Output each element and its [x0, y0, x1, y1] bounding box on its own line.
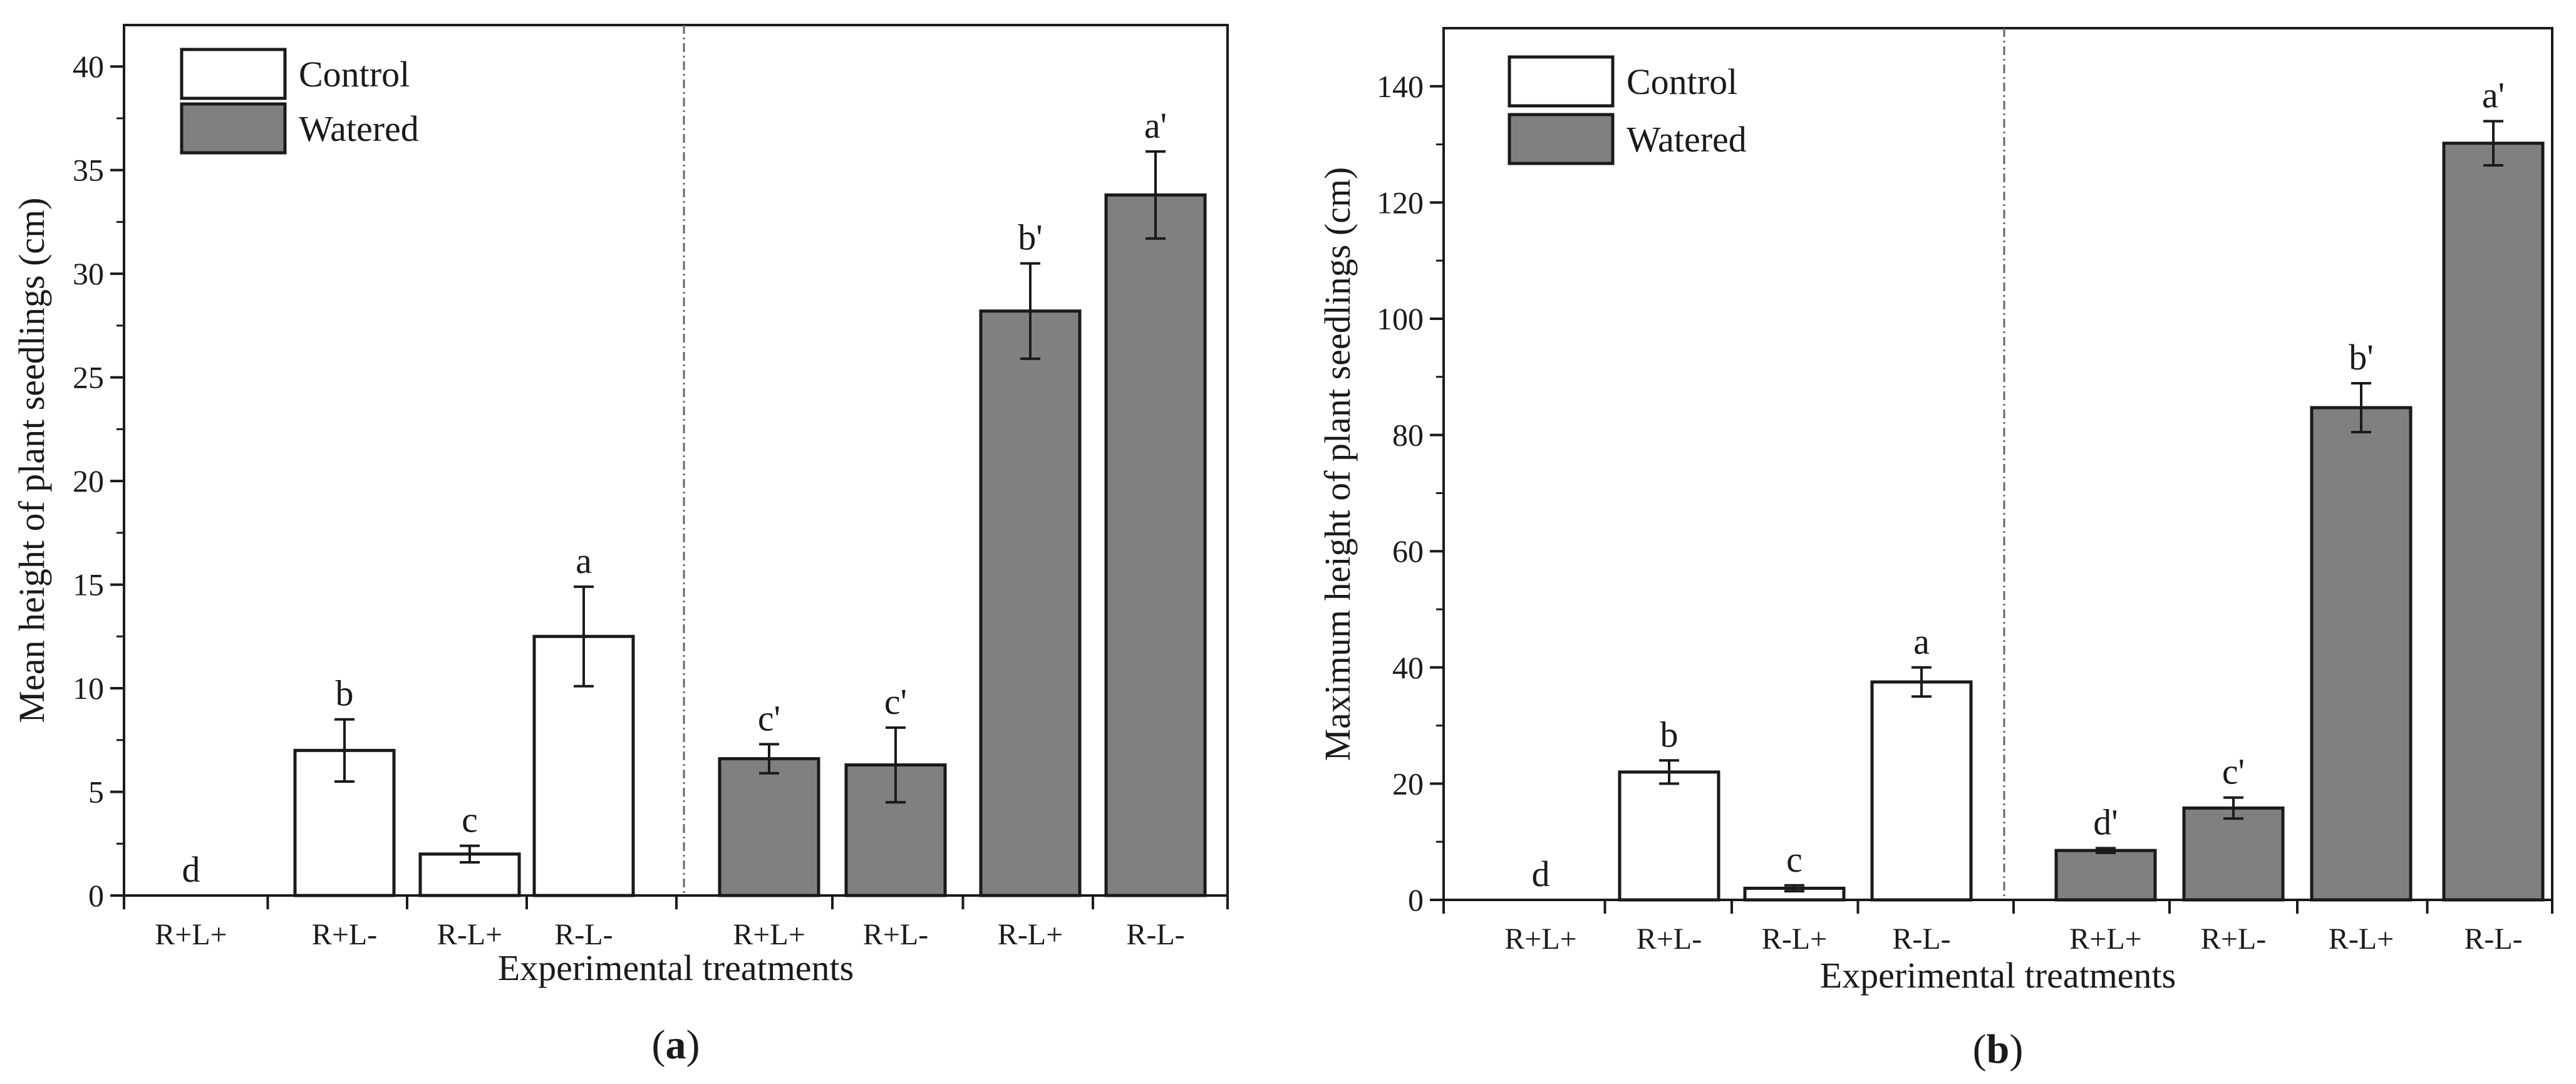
- x-axis-title: Experimental treatments: [1820, 955, 2176, 996]
- x-tick-label: R+L-: [312, 918, 377, 951]
- y-tick-label: 0: [88, 878, 104, 913]
- panel-a: 0 5 10 15 20 25 30 35 40 d R+L+ b R+L-c R-L+ a R-L-c' R+…: [11, 24, 1229, 1068]
- bar-watered-R-L+: [979, 309, 1082, 897]
- bar-control-R+L-: [1618, 770, 1720, 902]
- y-tick-label: 140: [1377, 69, 1424, 104]
- y-tick-label: 20: [1392, 766, 1424, 801]
- x-tick-label: R-L+: [2329, 922, 2394, 956]
- significance-label: a': [1144, 105, 1167, 146]
- y-tick-label: 35: [73, 153, 104, 188]
- x-tick-label: R-L+: [998, 918, 1063, 951]
- panel-label-part: (: [652, 1022, 666, 1068]
- x-tick-label: R+L-: [863, 918, 928, 951]
- y-tick-label: 120: [1377, 185, 1424, 220]
- legend-swatch-control: [180, 48, 287, 100]
- bar-watered-R-L+: [2310, 406, 2413, 902]
- legend-swatch-control: [1508, 55, 1615, 108]
- legend-label-watered: Watered: [299, 108, 419, 149]
- y-tick-label: 0: [1408, 882, 1424, 917]
- x-axis-title: Experimental treatments: [498, 947, 854, 988]
- y-axis-title: Mean height of plant seedlings (cm): [11, 197, 52, 723]
- legend-label-control: Control: [299, 54, 410, 95]
- panel-label-part: ): [686, 1022, 700, 1068]
- panel-label-part: b: [1987, 1026, 2010, 1072]
- y-tick-label: 25: [73, 360, 104, 395]
- y-tick-label: 20: [73, 463, 104, 498]
- significance-label: d: [1532, 854, 1550, 894]
- x-tick-label: R-L+: [1762, 922, 1827, 956]
- y-tick-label: 5: [88, 775, 104, 810]
- bar-watered-R+L+: [2054, 849, 2157, 902]
- x-tick-label: R-L-: [1892, 922, 1950, 956]
- plot-frame: [1442, 27, 2553, 901]
- bar-watered-R+L-: [2182, 806, 2285, 902]
- significance-label: a': [2482, 75, 2505, 115]
- significance-label: d: [182, 849, 200, 890]
- significance-label: b': [1018, 217, 1042, 258]
- y-tick-label: 60: [1392, 534, 1424, 569]
- bar-watered-R-L-: [1104, 193, 1207, 897]
- bar-control-R-L+: [418, 852, 521, 897]
- y-tick-label: 10: [73, 671, 104, 706]
- x-tick-label: R-L-: [1126, 918, 1184, 951]
- panel-label: (b): [1973, 1026, 2024, 1072]
- legend-swatch-watered: [180, 102, 287, 155]
- significance-label: a: [1913, 621, 1930, 662]
- significance-label: b: [336, 673, 354, 714]
- y-tick-label: 100: [1377, 301, 1424, 336]
- x-tick-label: R+L+: [1504, 922, 1576, 956]
- x-tick-label: R+L-: [2201, 922, 2266, 956]
- significance-label: c': [2222, 751, 2245, 792]
- bar-control-R-L-: [1870, 680, 1973, 902]
- significance-label: d': [2093, 802, 2118, 842]
- y-tick-label: 15: [73, 567, 104, 602]
- panel-label-part: (: [1973, 1026, 1987, 1072]
- significance-label: c': [758, 698, 780, 738]
- significance-label: c': [884, 681, 907, 722]
- significance-label: a: [576, 540, 592, 581]
- x-tick-label: R+L-: [1637, 922, 1702, 956]
- bar-watered-R+L+: [718, 757, 820, 897]
- x-tick-label: R-L-: [2464, 922, 2522, 956]
- significance-label: b: [1660, 714, 1679, 755]
- y-tick-label: 40: [73, 49, 104, 84]
- y-axis-title: Maximum height of plant seedlings (cm): [1317, 167, 1358, 761]
- x-tick-label: R-L+: [437, 918, 502, 951]
- x-tick-label: R+L+: [155, 918, 227, 951]
- panel-b: 0 20 40 60 80 100 120 140 d R+L+ b R+L-c R-L+ a R-L-d'…: [1317, 27, 2553, 1072]
- significance-label: c: [1786, 839, 1803, 880]
- bar-watered-R-L-: [2442, 142, 2545, 902]
- x-tick-label: R-L-: [554, 918, 613, 951]
- panel-label-part: ): [2009, 1026, 2023, 1072]
- significance-label: b': [2349, 337, 2373, 378]
- panel-label-part: a: [666, 1022, 686, 1068]
- y-tick-label: 30: [73, 256, 104, 291]
- significance-label: c: [462, 800, 478, 840]
- legend-swatch-watered: [1508, 113, 1615, 165]
- panel-label: (a): [652, 1022, 700, 1068]
- legend-label-watered: Watered: [1627, 119, 1747, 160]
- legend-label-control: Control: [1627, 61, 1737, 102]
- y-tick-label: 40: [1392, 650, 1424, 685]
- y-tick-label: 80: [1392, 418, 1424, 453]
- x-tick-label: R+L+: [733, 918, 805, 951]
- x-tick-label: R+L+: [2069, 922, 2141, 956]
